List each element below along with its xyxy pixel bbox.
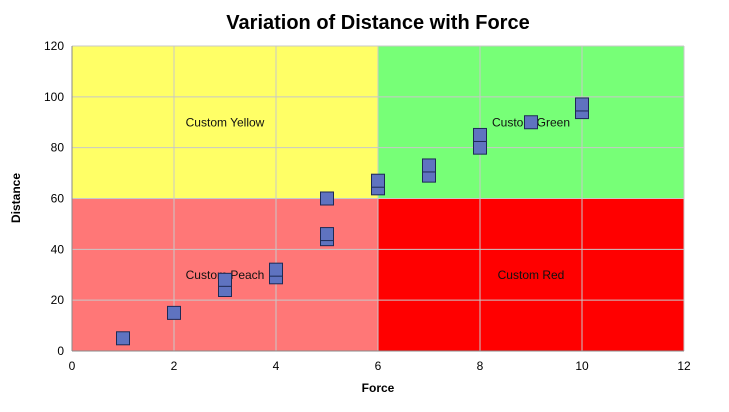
zone-custom-yellow [72, 46, 378, 199]
y-tick-label: 120 [44, 39, 64, 53]
y-tick-label: 20 [51, 293, 65, 307]
chart-title: Variation of Distance with Force [226, 12, 529, 34]
y-axis-label: Distance [9, 173, 23, 223]
data-point [473, 127, 487, 142]
points-layer [116, 97, 589, 346]
y-tick-label: 40 [51, 242, 65, 256]
y-tick-label: 100 [44, 90, 64, 104]
data-point [116, 331, 130, 346]
data-point [473, 140, 487, 155]
x-tick-label: 6 [375, 359, 382, 373]
data-point [167, 305, 181, 320]
x-tick-label: 10 [575, 359, 589, 373]
x-tick-label: 12 [677, 359, 691, 373]
x-tick-label: 4 [273, 359, 280, 373]
data-point [320, 191, 334, 206]
x-tick-label: 0 [69, 359, 76, 373]
data-point [320, 227, 334, 242]
data-point [524, 115, 538, 130]
x-tick-label: 8 [477, 359, 484, 373]
data-point [422, 158, 436, 173]
y-tick-label: 60 [51, 192, 65, 206]
zone-custom-red [378, 198, 684, 351]
zone-label: Custom Yellow [186, 115, 265, 129]
y-tick-label: 80 [51, 141, 65, 155]
grid-layer [71, 45, 685, 352]
y-tick-label: 0 [57, 344, 64, 358]
data-point [269, 262, 283, 277]
data-point [371, 173, 385, 188]
zone-label: Custom Red [498, 268, 565, 282]
x-tick-label: 2 [171, 359, 178, 373]
data-point [575, 97, 589, 112]
data-point [218, 272, 232, 287]
x-axis-label: Force [362, 381, 395, 395]
